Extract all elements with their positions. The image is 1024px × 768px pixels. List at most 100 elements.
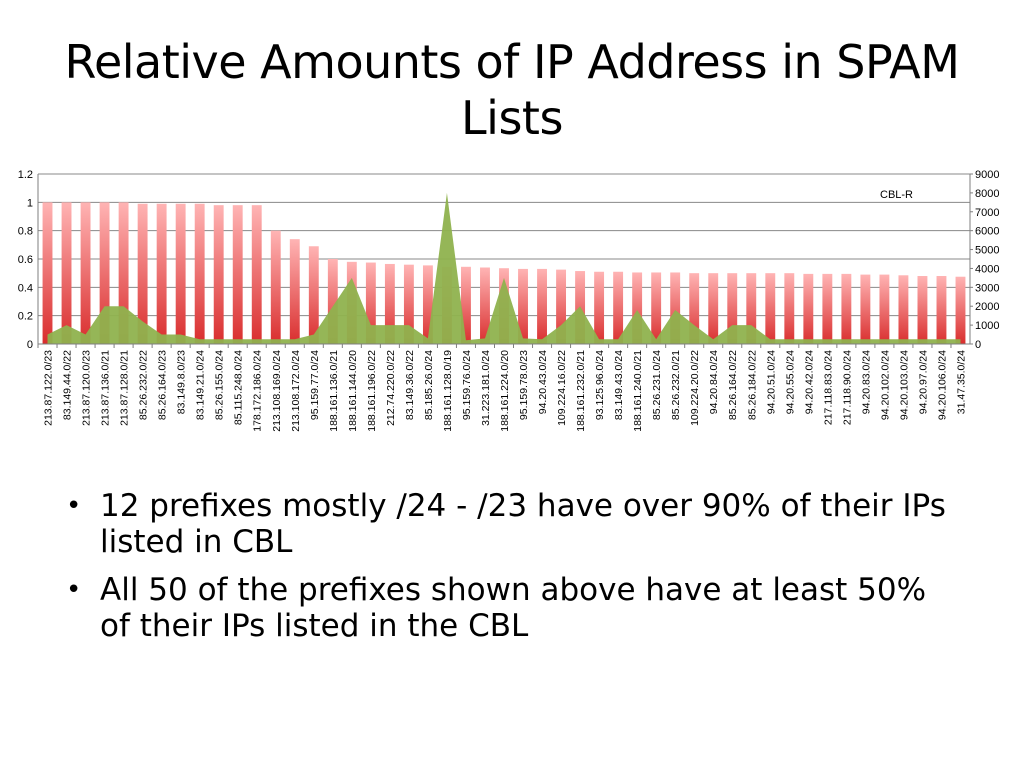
- bar: [99, 202, 110, 344]
- bar: [594, 271, 605, 344]
- bar: [803, 273, 814, 344]
- x-tick-label: 94.20.55.0/24: [784, 350, 796, 414]
- bar: [194, 203, 205, 344]
- bar: [955, 276, 966, 344]
- x-tick-label: 178.172.186.0/24: [252, 350, 264, 432]
- y-right-tick-label: 8000: [975, 188, 999, 200]
- x-tick-label: 217.118.83.0/24: [822, 350, 834, 425]
- bullet-dot-icon: •: [66, 491, 82, 521]
- x-tick-label: 212.74.220.0/22: [385, 350, 397, 426]
- bar: [556, 269, 567, 344]
- x-tick-label: 31.223.181.0/24: [480, 350, 492, 426]
- bar: [860, 274, 871, 344]
- x-tick-label: 188.161.224.0/20: [499, 350, 511, 432]
- combo-chart: 0 0.2 0.4 0.6 0.8 1 1.2 0 1000 2000 3000 4000 5000 60…: [18, 169, 1000, 432]
- bar: [480, 267, 490, 344]
- y-left-tick-label: 0: [27, 339, 33, 351]
- x-tick-label: 94.20.43.0/24: [537, 350, 549, 414]
- x-tick-label: 213.87.120.0/23: [81, 350, 93, 426]
- x-tick-label: 31.47.35.0/24: [955, 350, 967, 414]
- x-tick-label: 94.20.102.0/24: [879, 350, 891, 420]
- bar: [670, 272, 681, 344]
- x-tick-label: 188.161.232.0/21: [575, 350, 587, 432]
- y-left-tick-label: 0.2: [18, 311, 33, 323]
- x-tick-label: 85.185.26.0/24: [423, 350, 435, 420]
- bar: [42, 202, 53, 344]
- x-tick-label: 94.20.42.0/24: [803, 350, 815, 414]
- x-tick-label: 83.149.43.0/24: [613, 350, 625, 420]
- bar: [384, 263, 395, 344]
- bar: [137, 203, 148, 344]
- y-right-tick-label: 4000: [975, 263, 999, 275]
- x-tick-label: 213.87.136.0/21: [100, 350, 112, 426]
- bar: [822, 273, 833, 344]
- cbl-r-area-series: [47, 192, 961, 344]
- x-tick-label: 188.161.144.0/20: [347, 350, 359, 432]
- x-tick-label: 94.20.83.0/24: [860, 350, 872, 414]
- bar: [213, 205, 224, 344]
- bar: [251, 205, 262, 344]
- axis-labels: 0 0.2 0.4 0.6 0.8 1 1.2 0 1000 2000 3000 4000 5000 60…: [18, 169, 1000, 432]
- x-tick-label: 94.20.84.0/24: [708, 350, 720, 414]
- y-right-tick-label: 3000: [975, 282, 999, 294]
- x-tick-label: 83.149.44.0/22: [62, 350, 74, 420]
- bar: [765, 273, 776, 344]
- x-tick-label: 188.161.136.0/21: [328, 350, 340, 432]
- y-left-tick-label: 0.8: [18, 226, 33, 238]
- bar: [118, 202, 129, 344]
- y-right-tick-label: 9000: [975, 169, 999, 181]
- y-right-tick-label: 6000: [975, 226, 999, 238]
- bar: [289, 239, 300, 344]
- y-left-tick-label: 1.2: [18, 169, 33, 181]
- x-tick-label: 213.87.128.0/21: [119, 350, 131, 426]
- x-tick-label: 85.115.248.0/24: [233, 350, 245, 425]
- bar: [61, 202, 72, 344]
- bar: [537, 268, 547, 344]
- bar: [898, 275, 909, 344]
- x-tick-label: 188.161.196.0/22: [366, 350, 378, 432]
- y-left-tick-label: 0.4: [18, 282, 33, 294]
- bar: [80, 202, 91, 344]
- bullet-dot-icon: •: [66, 575, 82, 605]
- bar: [461, 266, 471, 344]
- bar: [784, 273, 795, 344]
- bar: [841, 273, 852, 344]
- x-tick-label: 83.149.21.0/24: [195, 350, 207, 420]
- x-tick-label: 109.224.20.0/22: [689, 350, 701, 426]
- bar: [708, 273, 719, 344]
- x-tick-label: 83.149.36.0/22: [404, 350, 416, 420]
- legend-cbl-r: CBL-R: [880, 189, 913, 201]
- bullet-text: All 50 of the prefixes shown above have …: [100, 572, 927, 644]
- bar: [175, 203, 186, 344]
- bar: [632, 272, 643, 344]
- bar: [936, 276, 947, 344]
- y-left-tick-label: 1: [27, 197, 33, 209]
- x-tick-label: 93.125.96.0/24: [594, 350, 606, 420]
- bullet-item: • 12 prefixes mostly /24 - /23 have over…: [62, 488, 962, 560]
- y-right-tick-label: 0: [975, 339, 981, 351]
- x-tick-label: 85.26.164.0/23: [157, 350, 169, 420]
- x-tick-label: 213.108.172.0/24: [290, 350, 302, 432]
- x-tick-label: 83.149.8.0/23: [176, 350, 188, 414]
- bar: [327, 259, 338, 344]
- x-tick-label: 94.20.103.0/24: [898, 350, 910, 420]
- bar: [917, 276, 928, 344]
- x-tick-label: 85.26.231.0/24: [651, 350, 663, 420]
- x-tick-label: 85.26.232.0/21: [670, 350, 682, 420]
- bullet-item: • All 50 of the prefixes shown above hav…: [62, 572, 962, 644]
- x-tick-label: 94.20.51.0/24: [765, 350, 777, 414]
- bullet-list: • 12 prefixes mostly /24 - /23 have over…: [62, 488, 962, 656]
- x-tick-label: 85.26.184.0/22: [746, 350, 758, 420]
- x-tick-label: 188.161.128.0/19: [442, 350, 454, 432]
- bar: [518, 268, 528, 344]
- bar: [232, 205, 243, 344]
- bar: [613, 271, 624, 344]
- bar: [422, 265, 433, 344]
- x-tick-label: 109.224.16.0/22: [556, 350, 568, 426]
- x-tick-label: 85.26.232.0/22: [138, 350, 150, 420]
- x-tick-label: 94.20.106.0/24: [936, 350, 948, 420]
- x-tick-label: 85.26.155.0/24: [214, 350, 226, 420]
- x-tick-label: 85.26.164.0/22: [727, 350, 739, 420]
- y-right-tick-label: 2000: [975, 301, 999, 313]
- y-right-tick-label: 1000: [975, 320, 999, 332]
